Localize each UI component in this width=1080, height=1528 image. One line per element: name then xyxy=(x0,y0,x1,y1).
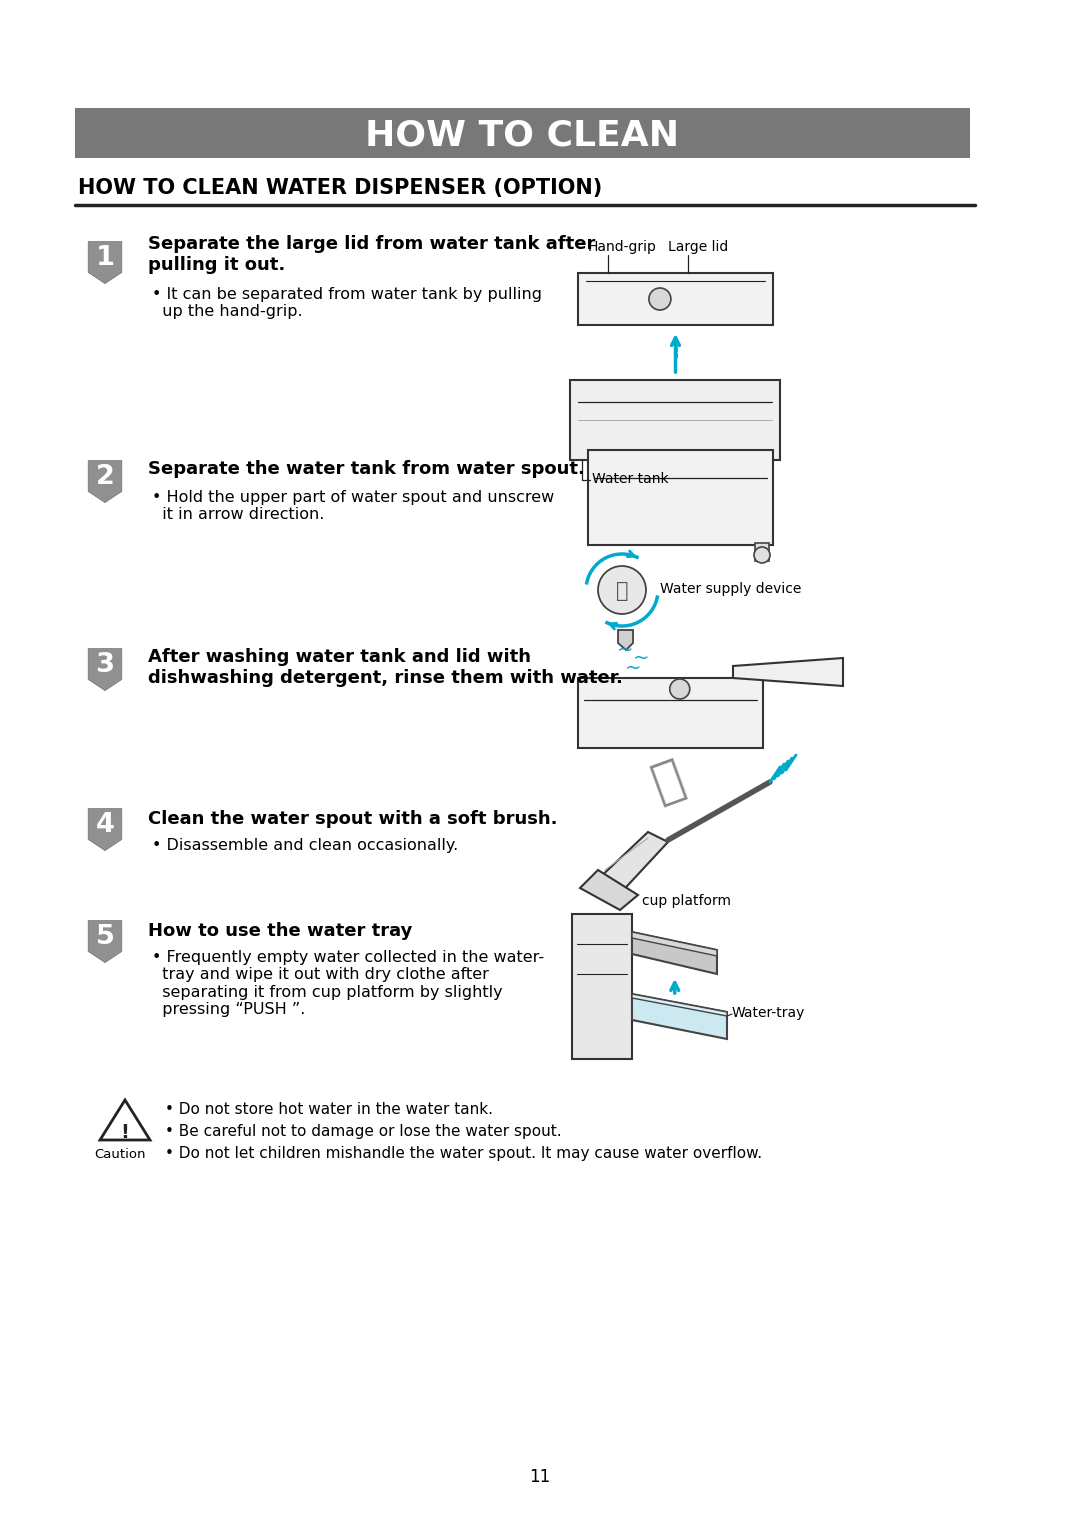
Text: • Frequently empty water collected in the water-
  tray and wipe it out with dry: • Frequently empty water collected in th… xyxy=(152,950,544,1018)
Polygon shape xyxy=(632,995,727,1016)
Text: How to use the water tray: How to use the water tray xyxy=(148,921,413,940)
Text: Water tank: Water tank xyxy=(592,472,669,486)
Text: 1: 1 xyxy=(95,246,114,272)
Text: ✋: ✋ xyxy=(646,753,690,808)
Text: HOW TO CLEAN: HOW TO CLEAN xyxy=(365,118,679,151)
Text: Separate the water tank from water spout.: Separate the water tank from water spout… xyxy=(148,460,585,478)
Text: ~: ~ xyxy=(617,640,633,660)
Circle shape xyxy=(670,678,690,698)
Polygon shape xyxy=(595,833,669,898)
Bar xyxy=(75,108,970,157)
Text: After washing water tank and lid with
dishwashing detergent, rinse them with wat: After washing water tank and lid with di… xyxy=(148,648,623,686)
Text: • Hold the upper part of water spout and unscrew
  it in arrow direction.: • Hold the upper part of water spout and… xyxy=(152,490,554,523)
Circle shape xyxy=(649,287,671,310)
Text: Caution: Caution xyxy=(94,1148,146,1161)
Text: cup platform: cup platform xyxy=(642,894,731,908)
Polygon shape xyxy=(89,241,122,284)
Text: Water supply device: Water supply device xyxy=(660,582,801,596)
Text: 11: 11 xyxy=(529,1468,551,1487)
Bar xyxy=(572,914,632,1059)
Polygon shape xyxy=(580,869,638,911)
Polygon shape xyxy=(632,995,727,1039)
Polygon shape xyxy=(733,659,843,686)
Text: HOW TO CLEAN WATER DISPENSER (OPTION): HOW TO CLEAN WATER DISPENSER (OPTION) xyxy=(78,177,603,199)
Text: 5: 5 xyxy=(95,924,114,950)
Text: Clean the water spout with a soft brush.: Clean the water spout with a soft brush. xyxy=(148,810,557,828)
Bar xyxy=(578,274,773,325)
Polygon shape xyxy=(89,460,122,503)
Polygon shape xyxy=(89,648,122,691)
Text: Water-tray: Water-tray xyxy=(732,1005,806,1021)
Polygon shape xyxy=(632,932,717,973)
Bar xyxy=(578,678,762,749)
Bar xyxy=(755,542,769,561)
Circle shape xyxy=(754,547,770,562)
Polygon shape xyxy=(89,808,122,851)
Text: • Be careful not to damage or lose the water spout.: • Be careful not to damage or lose the w… xyxy=(165,1125,562,1138)
Text: 2: 2 xyxy=(95,465,114,490)
Polygon shape xyxy=(89,920,122,963)
Text: ~: ~ xyxy=(625,659,642,677)
Text: Large lid: Large lid xyxy=(669,240,728,254)
Bar xyxy=(588,451,773,545)
Text: ✋: ✋ xyxy=(616,581,629,601)
Polygon shape xyxy=(618,630,633,649)
Text: !: ! xyxy=(121,1123,130,1141)
Text: Hand-grip: Hand-grip xyxy=(588,240,657,254)
Text: • Disassemble and clean occasionally.: • Disassemble and clean occasionally. xyxy=(152,837,458,853)
Polygon shape xyxy=(100,1100,150,1140)
Text: • Do not store hot water in the water tank.: • Do not store hot water in the water ta… xyxy=(165,1102,492,1117)
Text: • Do not let children mishandle the water spout. It may cause water overflow.: • Do not let children mishandle the wate… xyxy=(165,1146,762,1161)
Text: 4: 4 xyxy=(95,813,114,839)
Circle shape xyxy=(598,565,646,614)
Text: ~: ~ xyxy=(633,648,649,668)
Text: • It can be separated from water tank by pulling
  up the hand-grip.: • It can be separated from water tank by… xyxy=(152,287,542,319)
Polygon shape xyxy=(632,932,717,957)
Text: 3: 3 xyxy=(95,652,114,678)
Bar xyxy=(570,380,780,460)
Text: Separate the large lid from water tank after
pulling it out.: Separate the large lid from water tank a… xyxy=(148,235,595,274)
